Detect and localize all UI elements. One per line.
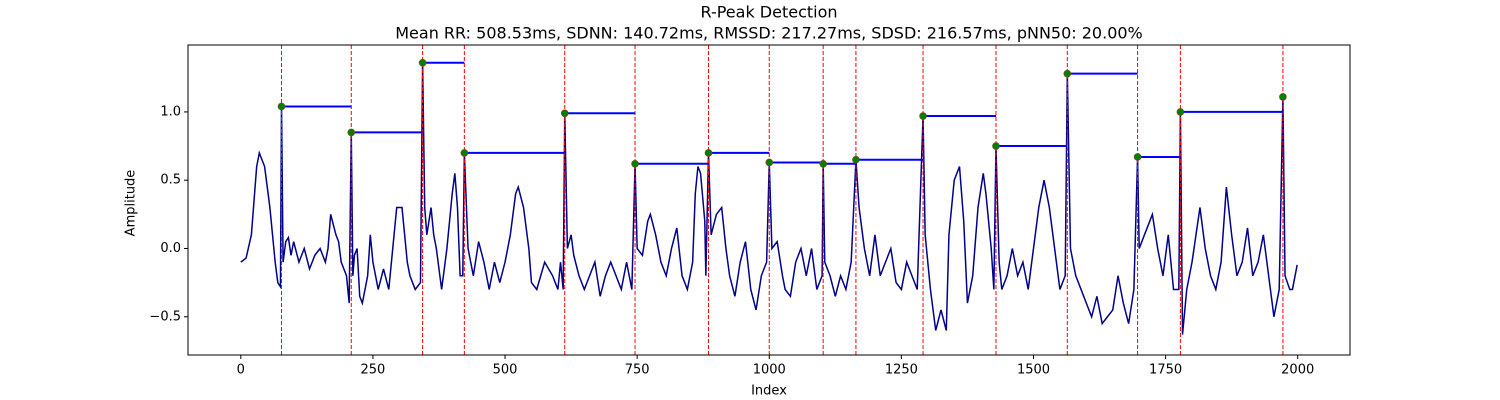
x-tick-label: 1750 — [1149, 363, 1182, 378]
peak-point — [1176, 108, 1185, 116]
peak-point — [560, 109, 569, 118]
peak-point — [819, 160, 827, 168]
peak-point — [919, 112, 927, 120]
peak-point — [1279, 93, 1287, 101]
peak-point — [852, 155, 860, 164]
y-tick-label: 1.0 — [160, 104, 181, 119]
chart-title: R-Peak Detection — [700, 3, 837, 22]
peak-point — [418, 58, 427, 67]
y-tick-label: 0.0 — [160, 241, 181, 256]
peak-point — [347, 128, 356, 137]
x-axis-label: Index — [751, 384, 787, 399]
x-tick-label: 2000 — [1281, 363, 1314, 378]
peak-point — [765, 158, 774, 167]
x-tick-label: 750 — [625, 363, 650, 378]
peak-point — [1133, 153, 1142, 161]
signal-line — [240, 62, 1298, 335]
x-tick-label: 250 — [361, 363, 386, 378]
x-tick-label: 1250 — [885, 363, 918, 378]
x-tick-label: 500 — [493, 363, 518, 378]
x-tick-label: 1500 — [1017, 363, 1050, 378]
peak-point — [992, 142, 1000, 150]
peak-point — [460, 149, 469, 157]
peak-point — [277, 102, 286, 111]
x-tick-label: 0 — [237, 363, 245, 378]
y-axis-label: Amplitude — [124, 170, 139, 237]
x-tick-label: 1000 — [753, 363, 786, 378]
chart-subtitle: Mean RR: 508.53ms, SDNN: 140.72ms, RMSSD… — [395, 24, 1143, 43]
y-tick-label: 0.5 — [160, 173, 181, 188]
y-tick-label: −0.5 — [149, 309, 181, 324]
peak-point — [704, 149, 713, 157]
peak-point — [1063, 69, 1072, 78]
peak-point — [631, 160, 639, 168]
